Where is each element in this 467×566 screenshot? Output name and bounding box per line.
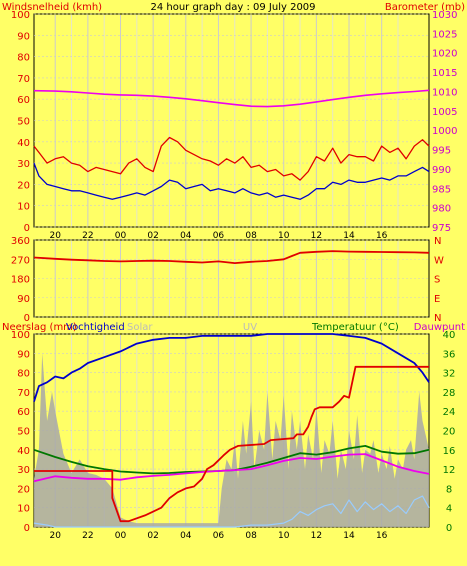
dewpoint-axis-title: Dauwpunt	[414, 322, 465, 333]
wind-speed-axis-title: Windsnelheid (kmh)	[2, 2, 102, 13]
x-tick-label: 10	[278, 231, 290, 241]
wind-y-tick-label: 10	[17, 202, 30, 213]
direction-y-tick-label: 270	[11, 255, 30, 266]
x-tick-label: 04	[180, 531, 192, 541]
x-tick-label: 02	[147, 531, 158, 541]
wind_avg-series-line	[33, 162, 430, 200]
x-tick-label: 08	[245, 231, 257, 241]
wind_gust-series-line	[33, 136, 430, 181]
wind-y-tick-label: 20	[17, 180, 30, 191]
rain-humidity-y-tick-label: 40	[17, 446, 30, 457]
barometer-y-tick-label: 1025	[432, 29, 457, 40]
x-tick-label: 22	[82, 231, 93, 241]
x-tick-label: 16	[376, 531, 388, 541]
wind-y-tick-label: 30	[17, 159, 30, 170]
rain-humidity-y-tick-label: 50	[17, 427, 30, 438]
compass-label: N	[434, 236, 441, 247]
barometer-series-line	[33, 89, 430, 108]
x-tick-label: 12	[311, 231, 322, 241]
rain-humidity-y-tick-label: 0	[24, 523, 30, 534]
barometer-y-tick-label: 1015	[432, 68, 457, 79]
x-tick-label: 14	[343, 231, 355, 241]
barometer-y-tick-label: 980	[432, 204, 451, 215]
x-tick-label: 08	[245, 531, 257, 541]
x-tick-label: 22	[82, 531, 93, 541]
dewpoint-series-line	[33, 453, 430, 483]
page-title: 24 hour graph day : 09 July 2009	[150, 2, 315, 13]
rain-humidity-y-tick-label: 10	[17, 504, 30, 515]
wind_direction-series-line	[33, 250, 430, 265]
rain-humidity-y-tick-label: 90	[17, 349, 30, 360]
direction-y-tick-label: 0	[24, 313, 30, 324]
temperature-y-tick-label: 36	[443, 349, 456, 360]
barometer-y-tick-label: 995	[432, 146, 451, 157]
x-tick-label: 06	[213, 231, 225, 241]
x-tick-label: 20	[49, 531, 61, 541]
rain-humidity-y-tick-label: 30	[17, 465, 30, 476]
wind-y-tick-label: 0	[24, 223, 30, 234]
temperature-y-tick-label: 32	[443, 369, 456, 380]
x-tick-label: 16	[376, 231, 388, 241]
barometer-y-tick-label: 1020	[432, 49, 457, 60]
wind-y-tick-label: 70	[17, 74, 30, 85]
wind-y-tick-label: 50	[17, 117, 30, 128]
barometer-y-tick-label: 1000	[432, 126, 457, 137]
compass-label: N	[434, 313, 441, 324]
humidity-series-line	[33, 333, 430, 402]
temperature-y-tick-label: 24	[443, 407, 456, 418]
temperature-y-tick-label: 28	[443, 388, 456, 399]
rain-humidity-y-tick-label: 20	[17, 484, 30, 495]
rain-humidity-y-tick-label: 80	[17, 369, 30, 380]
temperature-y-tick-label: 8	[446, 484, 452, 495]
x-tick-label: 00	[115, 531, 127, 541]
compass-label: S	[434, 275, 440, 286]
solar-axis-title: Solar	[127, 322, 153, 333]
solar-series-area	[34, 353, 429, 527]
x-tick-label: 00	[115, 231, 127, 241]
x-tick-label: 20	[49, 231, 61, 241]
temperature-axis-title: Temperatuur (°C)	[311, 322, 399, 333]
direction-y-tick-label: 90	[17, 294, 30, 305]
x-tick-label: 06	[213, 531, 225, 541]
uv-series-line	[33, 495, 430, 528]
barometer-y-tick-label: 975	[432, 223, 451, 234]
x-tick-label: 10	[278, 531, 290, 541]
barometer-y-tick-label: 1005	[432, 107, 457, 118]
wind-y-tick-label: 80	[17, 53, 30, 64]
rain-humidity-y-tick-label: 70	[17, 388, 30, 399]
barometer-y-tick-label: 1030	[432, 10, 457, 21]
barometer-y-tick-label: 985	[432, 184, 451, 195]
direction-y-tick-label: 360	[11, 236, 30, 247]
direction-y-tick-label: 180	[11, 275, 30, 286]
temperature-y-tick-label: 20	[443, 427, 456, 438]
wind-y-tick-label: 60	[17, 95, 30, 106]
humidity-axis-title: Vochtigheid	[66, 322, 125, 333]
barometer-y-tick-label: 1010	[432, 87, 457, 98]
x-tick-label: 14	[343, 531, 355, 541]
compass-label: W	[434, 255, 444, 266]
barometer-axis-title: Barometer (mb)	[385, 2, 465, 13]
x-tick-label: 04	[180, 231, 192, 241]
temperature-y-tick-label: 12	[443, 465, 456, 476]
wind-y-tick-label: 90	[17, 31, 30, 42]
x-tick-label: 12	[311, 531, 322, 541]
temperature-y-tick-label: 40	[443, 330, 456, 341]
temperature-y-tick-label: 16	[443, 446, 456, 457]
rain-humidity-y-tick-label: 100	[11, 330, 30, 341]
wind-y-tick-label: 40	[17, 138, 30, 149]
temperature-y-tick-label: 0	[446, 523, 452, 534]
barometer-y-tick-label: 990	[432, 165, 451, 176]
temperature-y-tick-label: 4	[446, 504, 452, 515]
rain-series-line	[34, 365, 429, 523]
uv-axis-title: UV	[243, 322, 257, 333]
x-tick-label: 02	[147, 231, 158, 241]
rain-humidity-y-tick-label: 60	[17, 407, 30, 418]
compass-label: E	[434, 294, 440, 305]
rain-axis-title: Neerslag (mm)	[2, 322, 77, 333]
wind-y-tick-label: 100	[11, 10, 30, 21]
